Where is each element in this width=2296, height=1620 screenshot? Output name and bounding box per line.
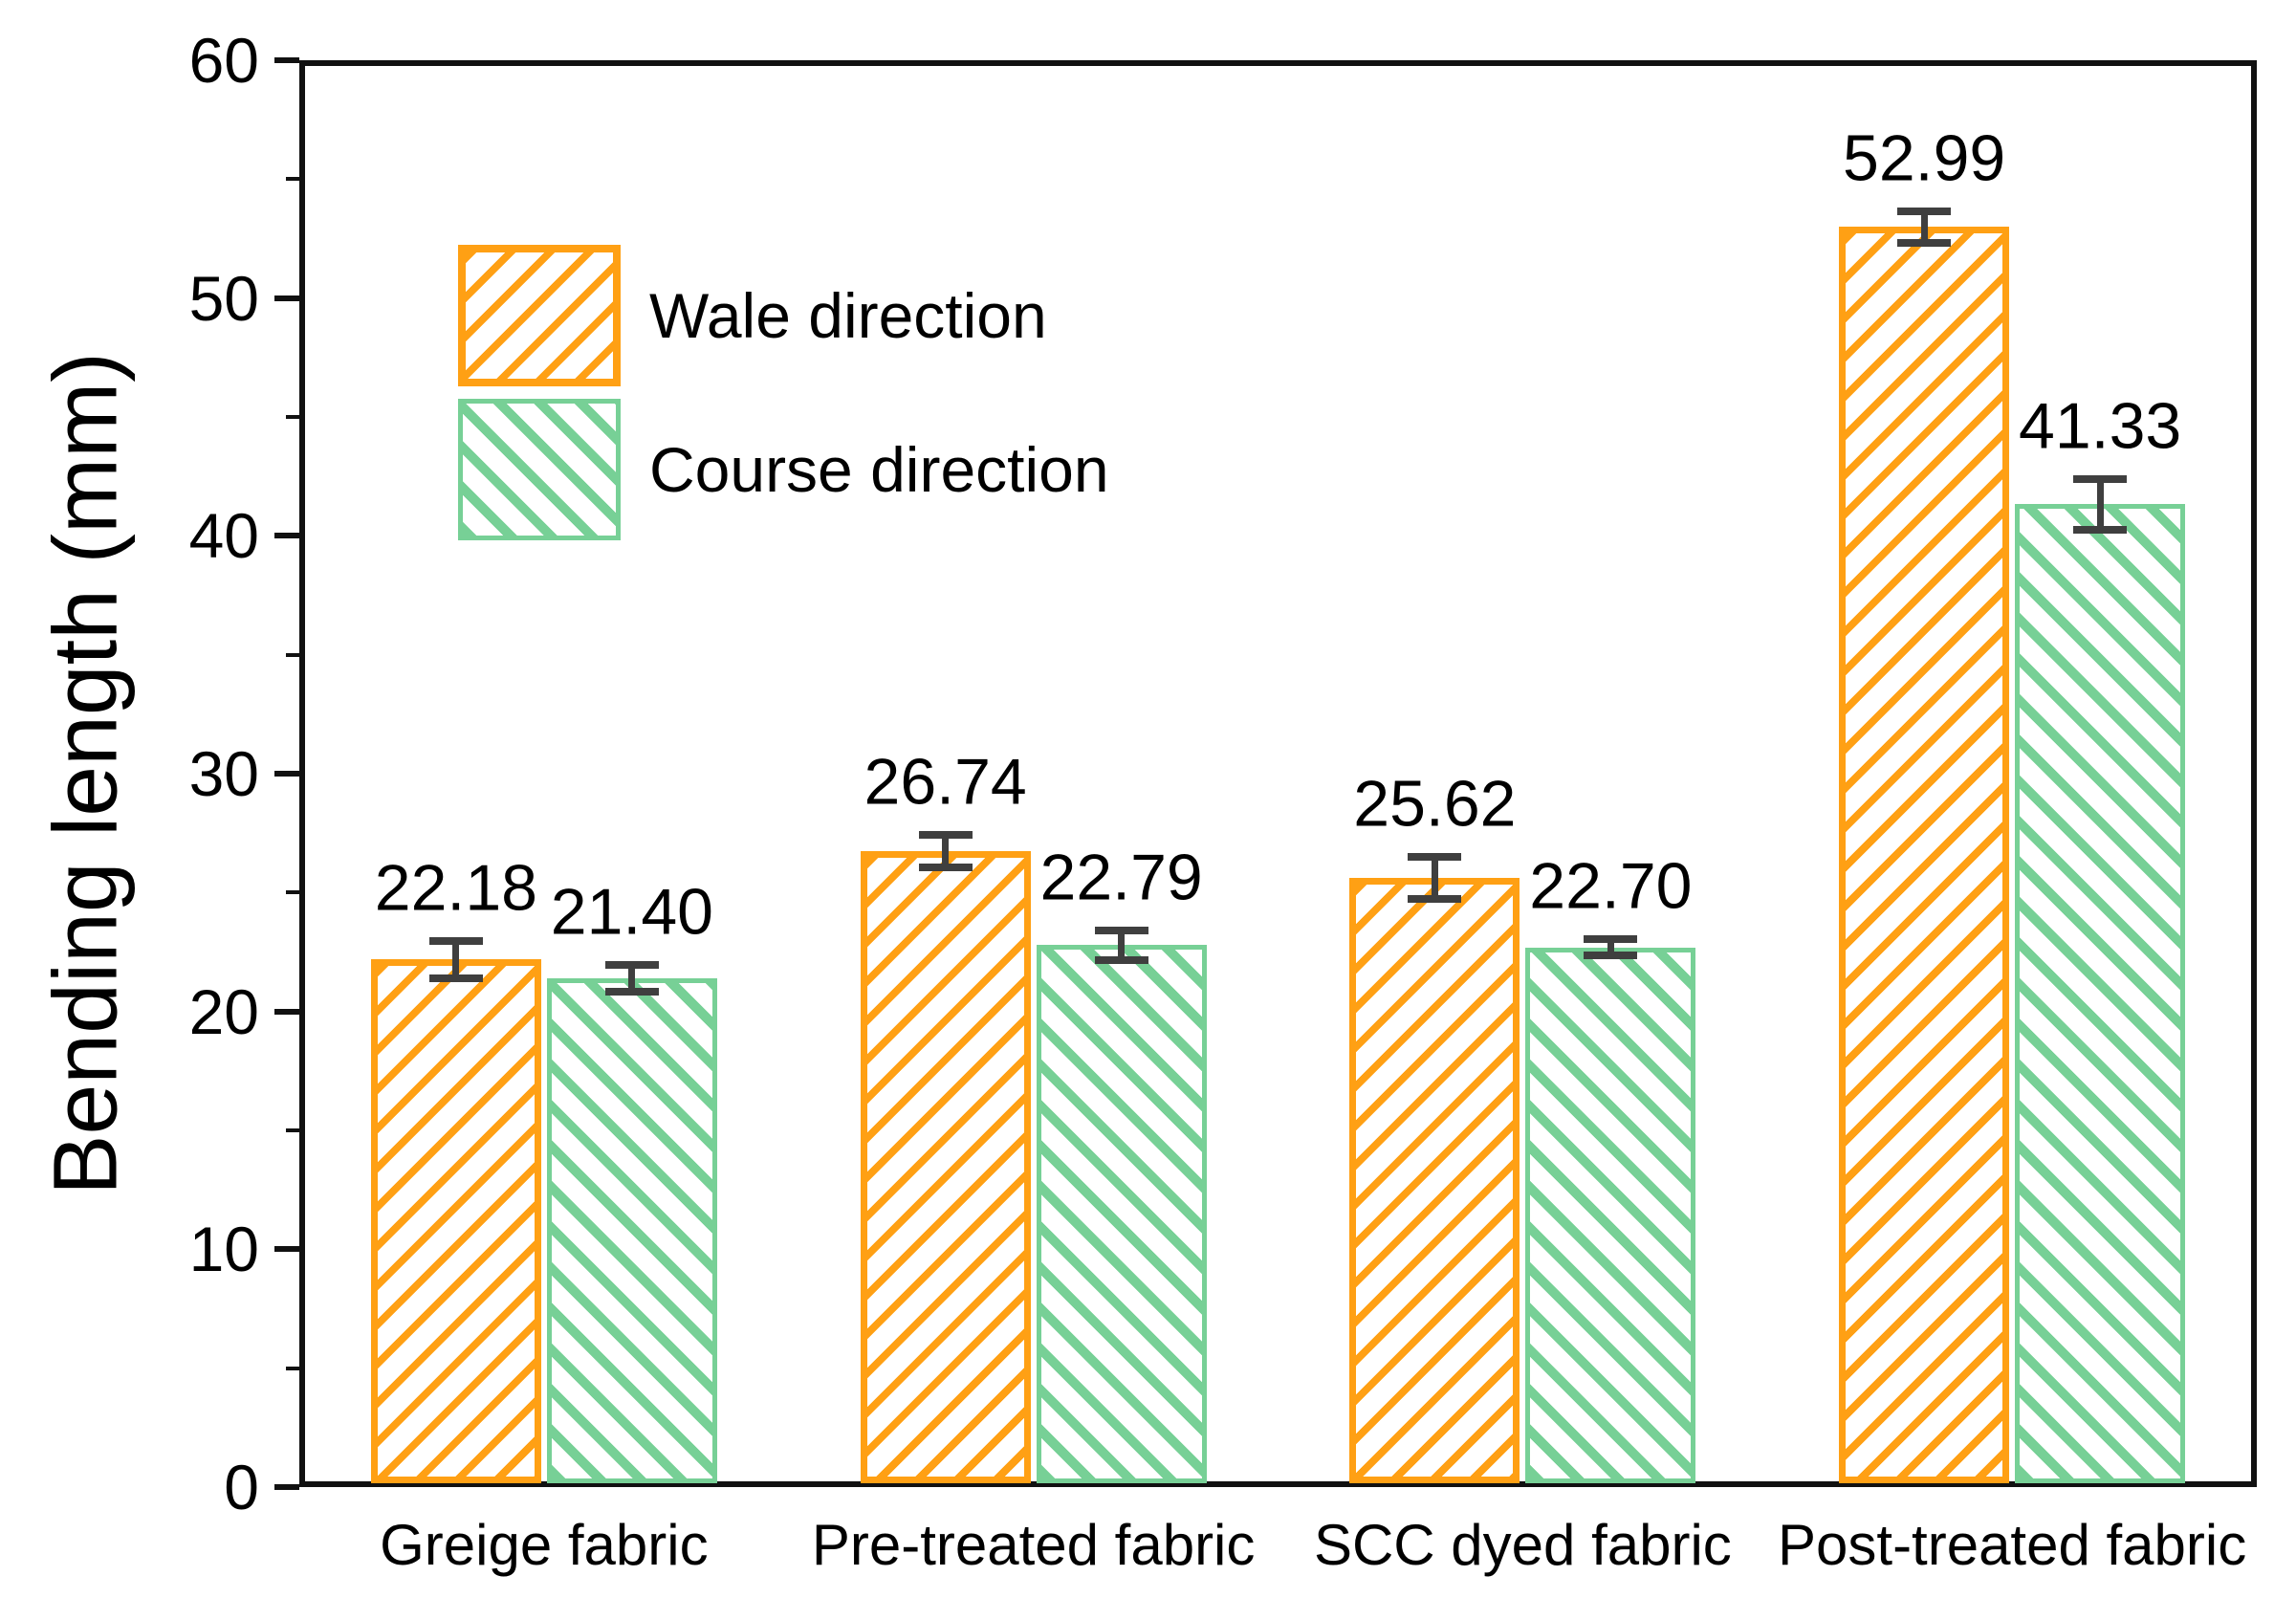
bar-wale-post-treated-fabric	[1839, 227, 2010, 1483]
legend-item-wale: Wale direction	[458, 245, 1109, 386]
bar-wale-scc-dyed-fabric	[1349, 877, 1520, 1483]
value-label: 41.33	[2019, 389, 2182, 463]
x-axis-category-label: SCC dyed fabric	[1313, 1513, 1732, 1577]
error-bar	[1920, 213, 1928, 240]
error-bar	[1607, 942, 1614, 952]
legend-item-course: Course direction	[458, 399, 1109, 540]
bar-wale-pre-treated-fabric	[860, 851, 1031, 1483]
value-label: 25.62	[1353, 767, 1517, 841]
error-bar-cap	[1897, 238, 1952, 247]
error-bar-cap	[428, 936, 483, 945]
y-axis-minor-tick	[286, 177, 299, 182]
y-axis-minor-tick	[286, 1128, 299, 1132]
course-direction-swatch-icon	[458, 399, 621, 540]
value-label: 26.74	[864, 745, 1027, 819]
bar-course-pre-treated-fabric	[1036, 945, 1207, 1483]
y-axis-major-tick	[274, 1008, 299, 1015]
error-bar	[628, 967, 636, 990]
error-bar	[2096, 481, 2104, 527]
error-bar-cap	[2073, 474, 2128, 483]
y-axis-tick-label: 60	[188, 25, 259, 96]
error-bar	[452, 943, 460, 976]
error-bar-cap	[918, 831, 973, 840]
legend: Wale direction Course direction	[458, 245, 1109, 553]
error-bar-cap	[1584, 935, 1638, 944]
error-bar	[1118, 932, 1126, 957]
y-axis-major-tick	[274, 57, 299, 63]
legend-label-wale: Wale direction	[649, 280, 1047, 351]
y-axis-tick-label: 20	[188, 975, 259, 1047]
bar-course-post-treated-fabric	[2015, 504, 2186, 1483]
y-axis-tick-label: 50	[188, 262, 259, 334]
error-bar-cap	[428, 974, 483, 983]
y-axis-tick-label: 10	[188, 1214, 259, 1285]
y-axis-tick-label: 0	[224, 1452, 259, 1522]
value-label: 22.18	[374, 851, 537, 925]
bar-course-scc-dyed-fabric	[1525, 947, 1696, 1483]
error-bar	[942, 838, 950, 865]
y-axis-major-tick	[274, 771, 299, 777]
y-axis-minor-tick	[286, 652, 299, 657]
error-bar-cap	[1408, 853, 1462, 862]
x-axis-category-label: Post-treated fabric	[1778, 1513, 2247, 1577]
error-bar-cap	[2073, 525, 2128, 534]
value-label: 21.40	[550, 875, 713, 949]
wale-direction-swatch-icon	[458, 245, 621, 386]
value-label: 22.79	[1039, 841, 1203, 914]
y-axis-tick-label: 40	[188, 500, 259, 572]
error-bar-cap	[1094, 926, 1148, 934]
y-axis-major-tick	[274, 1246, 299, 1253]
y-axis-minor-tick	[286, 415, 299, 419]
error-bar-cap	[1408, 894, 1462, 903]
y-axis-major-tick	[274, 1484, 299, 1490]
error-bar-cap	[604, 960, 659, 969]
x-axis-category-label: Greige fabric	[380, 1513, 709, 1577]
error-bar-cap	[1584, 951, 1638, 959]
y-axis-minor-tick	[286, 890, 299, 895]
error-bar	[1431, 860, 1438, 896]
error-bar-cap	[604, 988, 659, 996]
error-bar-cap	[918, 863, 973, 871]
y-axis-major-tick	[274, 295, 299, 301]
y-axis-title: Bending length (mm)	[34, 352, 137, 1195]
y-axis-tick-label: 30	[188, 738, 259, 809]
bar-wale-greige-fabric	[370, 959, 541, 1483]
bar-course-greige-fabric	[546, 977, 717, 1483]
value-label: 22.70	[1529, 849, 1693, 923]
y-axis-minor-tick	[286, 1366, 299, 1370]
error-bar-cap	[1094, 955, 1148, 964]
error-bar-cap	[1897, 207, 1952, 215]
legend-label-course: Course direction	[649, 434, 1109, 505]
y-axis-major-tick	[274, 533, 299, 539]
x-axis-category-label: Pre-treated fabric	[811, 1513, 1256, 1577]
value-label: 52.99	[1843, 121, 2006, 195]
